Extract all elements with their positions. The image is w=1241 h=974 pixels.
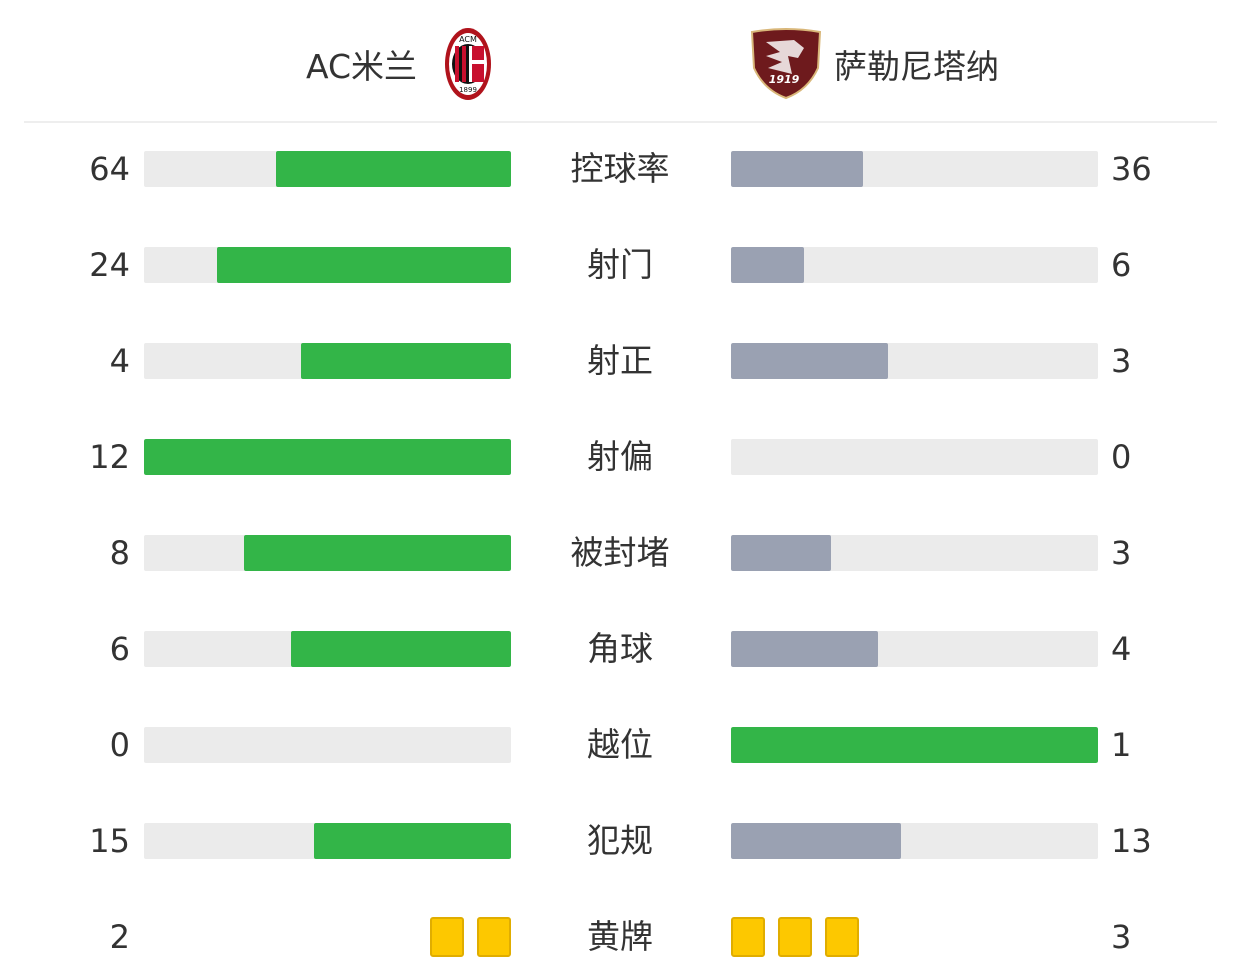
away-stat-bar-fill	[731, 535, 832, 571]
home-stat-bar	[144, 343, 511, 379]
stat-row: 8 被封堵 3	[0, 535, 1241, 571]
yellow-card-icon	[825, 917, 859, 957]
home-stat-value: 15	[89, 822, 130, 860]
ac-milan-logo-icon: ACM 1899	[445, 28, 492, 100]
salernitana-logo-icon: 1919	[750, 28, 822, 100]
home-stat-bar	[144, 439, 511, 475]
home-stat-value: 0	[109, 726, 130, 764]
stat-label: 角球	[587, 629, 653, 668]
stat-label: 越位	[587, 725, 653, 764]
away-stat-value: 3	[1111, 342, 1132, 380]
away-stat-bar-fill	[731, 823, 902, 859]
home-stat-value: 8	[109, 534, 130, 572]
away-stat-bar-fill	[731, 343, 889, 379]
stat-row-yellow-cards: 2 黄牌 3	[0, 917, 1241, 957]
home-stat-value: 64	[89, 150, 130, 188]
stat-row: 12 射偏 0	[0, 439, 1241, 475]
stat-label: 射偏	[587, 437, 653, 476]
svg-text:1899: 1899	[459, 86, 477, 94]
stat-row: 6 角球 4	[0, 631, 1241, 667]
home-stat-bar	[144, 535, 511, 571]
away-stat-bar	[731, 439, 1098, 475]
stat-label: 射门	[587, 245, 653, 284]
away-stat-bar	[731, 247, 1098, 283]
away-stat-bar	[731, 151, 1098, 187]
home-yellow-cards-value: 2	[109, 918, 130, 956]
stat-row: 64 控球率 36	[0, 151, 1241, 187]
home-stat-value: 4	[109, 342, 130, 380]
stat-row: 4 射正 3	[0, 343, 1241, 379]
home-team-name: AC米兰	[306, 47, 418, 86]
home-stat-bar	[144, 151, 511, 187]
stat-label: 射正	[587, 341, 653, 380]
home-stat-bar-fill	[276, 151, 511, 187]
away-yellow-cards	[731, 917, 859, 957]
stat-label: 控球率	[570, 149, 670, 188]
home-stat-bar	[144, 823, 511, 859]
home-stat-value: 6	[109, 630, 130, 668]
home-stat-bar-fill	[301, 343, 511, 379]
stat-label: 黄牌	[587, 917, 653, 956]
stat-label: 犯规	[587, 821, 653, 860]
away-stat-bar-fill	[731, 151, 864, 187]
away-stat-bar	[731, 631, 1098, 667]
away-stat-bar-fill	[731, 247, 805, 283]
home-stat-bar-fill	[314, 823, 511, 859]
away-stat-value: 1	[1111, 726, 1132, 764]
stat-row: 0 越位 1	[0, 727, 1241, 763]
away-stat-bar-fill	[731, 631, 878, 667]
home-stat-bar	[144, 631, 511, 667]
stat-row: 24 射门 6	[0, 247, 1241, 283]
yellow-card-icon	[430, 917, 464, 957]
home-stat-bar-fill	[244, 535, 511, 571]
yellow-card-icon	[731, 917, 765, 957]
home-yellow-cards	[430, 917, 511, 957]
away-stat-bar	[731, 535, 1098, 571]
away-yellow-cards-value: 3	[1111, 918, 1132, 956]
home-stat-value: 24	[89, 246, 130, 284]
away-stat-value: 36	[1111, 150, 1152, 188]
away-stat-value: 3	[1111, 534, 1132, 572]
home-team-header: AC米兰 ACM 1899	[306, 28, 493, 100]
home-stat-bar	[144, 727, 511, 763]
away-stat-value: 6	[1111, 246, 1132, 284]
yellow-card-icon	[477, 917, 511, 957]
away-stat-bar	[731, 727, 1098, 763]
header-divider	[24, 121, 1217, 123]
home-stat-bar-fill	[144, 439, 511, 475]
home-stat-value: 12	[89, 438, 130, 476]
stat-label: 被封堵	[570, 533, 670, 572]
away-stat-bar-fill	[731, 727, 1098, 763]
away-stat-bar	[731, 343, 1098, 379]
yellow-card-icon	[778, 917, 812, 957]
svg-text:ACM: ACM	[459, 35, 477, 44]
stat-row: 15 犯规 13	[0, 823, 1241, 859]
away-team-header: 1919 萨勒尼塔纳	[748, 28, 999, 100]
away-stat-value: 13	[1111, 822, 1152, 860]
home-stat-bar-fill	[290, 631, 511, 667]
home-stat-bar	[144, 247, 511, 283]
away-team-name: 萨勒尼塔纳	[834, 47, 999, 86]
home-stat-bar-fill	[217, 247, 511, 283]
away-stat-bar	[731, 823, 1098, 859]
svg-text:1919: 1919	[769, 73, 800, 86]
away-stat-value: 4	[1111, 630, 1132, 668]
away-stat-value: 0	[1111, 438, 1132, 476]
